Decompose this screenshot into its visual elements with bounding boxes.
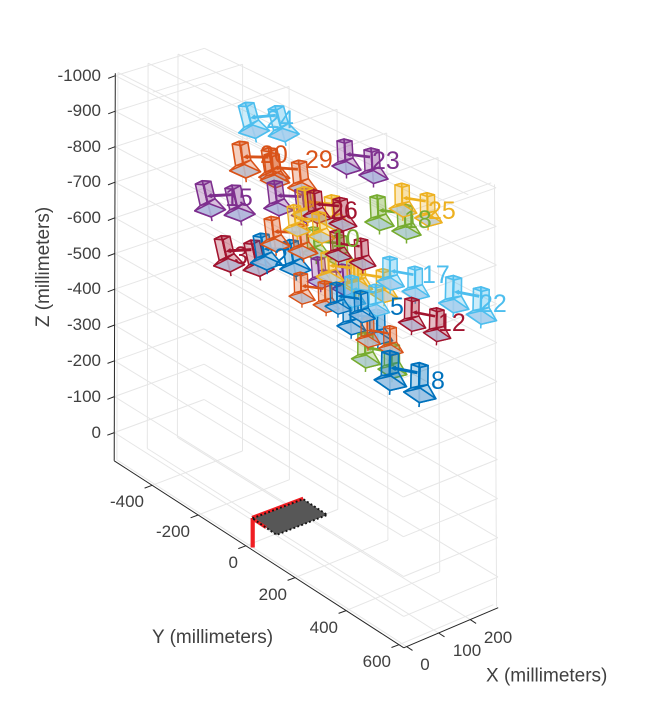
svg-text:-1000: -1000 bbox=[58, 66, 101, 85]
svg-text:8: 8 bbox=[431, 367, 445, 395]
svg-text:25: 25 bbox=[428, 197, 456, 225]
svg-text:17: 17 bbox=[422, 261, 450, 289]
svg-text:-400: -400 bbox=[110, 492, 144, 511]
svg-text:-700: -700 bbox=[67, 172, 101, 191]
svg-text:-400: -400 bbox=[67, 279, 101, 298]
svg-text:600: 600 bbox=[363, 652, 391, 671]
svg-text:24: 24 bbox=[266, 106, 294, 134]
svg-text:23: 23 bbox=[372, 147, 400, 175]
svg-text:-300: -300 bbox=[67, 315, 101, 334]
svg-text:26: 26 bbox=[330, 197, 358, 225]
svg-text:X (millimeters): X (millimeters) bbox=[486, 666, 607, 687]
svg-text:22: 22 bbox=[479, 290, 507, 318]
svg-text:18: 18 bbox=[404, 206, 432, 234]
svg-text:0: 0 bbox=[229, 553, 238, 572]
svg-text:-800: -800 bbox=[67, 137, 101, 156]
svg-text:2: 2 bbox=[274, 244, 288, 272]
svg-text:10: 10 bbox=[332, 225, 360, 253]
svg-text:200: 200 bbox=[484, 628, 512, 647]
svg-text:200: 200 bbox=[259, 585, 287, 604]
svg-text:-200: -200 bbox=[67, 351, 101, 370]
svg-text:-100: -100 bbox=[67, 387, 101, 406]
svg-text:400: 400 bbox=[310, 618, 338, 637]
svg-text:12: 12 bbox=[438, 309, 466, 337]
svg-text:-500: -500 bbox=[67, 244, 101, 263]
svg-text:Y (millimeters): Y (millimeters) bbox=[152, 627, 273, 648]
svg-text:0: 0 bbox=[92, 423, 101, 442]
svg-text:-600: -600 bbox=[67, 208, 101, 227]
svg-text:-900: -900 bbox=[67, 101, 101, 120]
svg-text:100: 100 bbox=[453, 641, 481, 660]
svg-text:0: 0 bbox=[420, 655, 429, 674]
svg-text:Z (millimeters): Z (millimeters) bbox=[33, 207, 54, 327]
svg-text:5: 5 bbox=[390, 293, 404, 321]
svg-text:29: 29 bbox=[305, 146, 333, 174]
svg-text:-200: -200 bbox=[156, 522, 190, 541]
svg-text:3: 3 bbox=[234, 242, 248, 270]
